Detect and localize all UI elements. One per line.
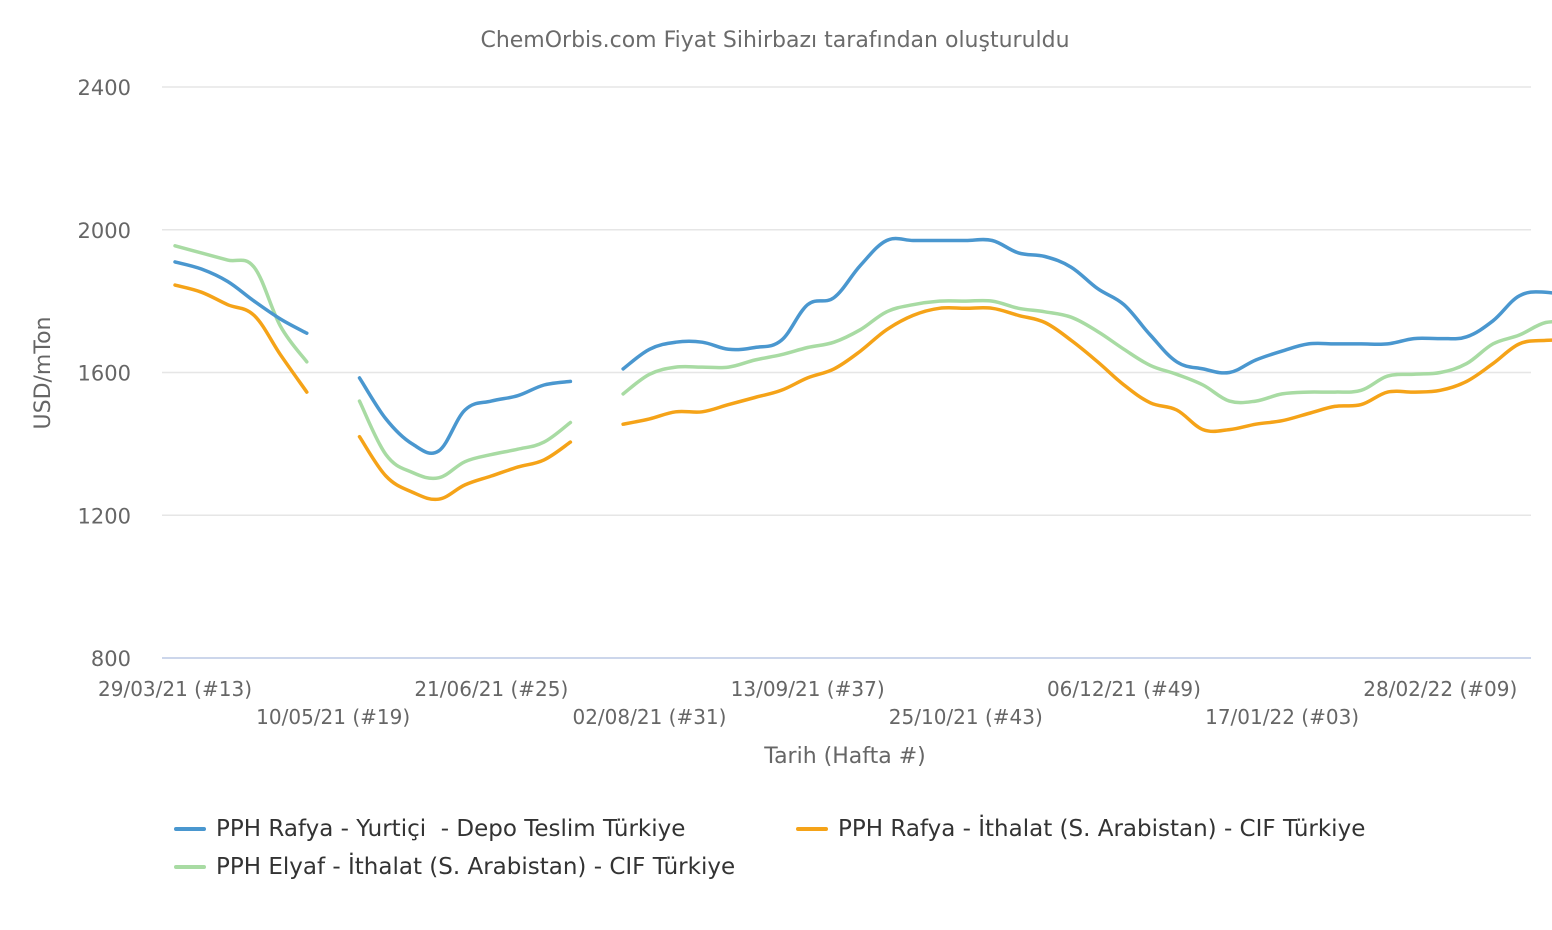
x-tick-label: 21/06/21 (#25) — [414, 677, 568, 701]
series-line-segment — [173, 260, 309, 335]
chart-title: ChemOrbis.com Fiyat Sihirbazı tarafından… — [480, 28, 1069, 53]
y-tick-label: 800 — [91, 647, 131, 671]
x-tick-label: 17/01/22 (#03) — [1205, 705, 1359, 729]
series-line-segment — [357, 434, 573, 502]
gridlines — [162, 86, 1531, 659]
x-tick-label: 28/02/22 (#09) — [1363, 677, 1517, 701]
x-axis-ticks: 29/03/21 (#13)10/05/21 (#19)21/06/21 (#2… — [98, 677, 1517, 729]
x-tick-label: 02/08/21 (#31) — [572, 705, 726, 729]
legend-label: PPH Rafya - Yurtiçi - Depo Teslim Türkiy… — [216, 816, 686, 842]
series-line-segment — [621, 298, 1552, 405]
y-tick-label: 2000 — [78, 219, 131, 243]
series-0-line — [173, 236, 1552, 456]
legend-label: PPH Rafya - İthalat (S. Arabistan) - CIF… — [838, 816, 1366, 842]
x-tick-label: 29/03/21 (#13) — [98, 677, 252, 701]
x-tick-label: 13/09/21 (#37) — [731, 677, 885, 701]
y-tick-label: 2400 — [78, 76, 131, 100]
x-axis-label: Tarih (Hafta #) — [763, 744, 925, 769]
series-2-line — [173, 244, 1552, 481]
legend-swatch — [174, 827, 206, 831]
legend-swatch — [796, 827, 828, 831]
series-line-segment — [357, 399, 573, 481]
series-line-segment — [621, 236, 1552, 375]
series-line-segment — [173, 244, 309, 364]
y-tick-label: 1600 — [78, 362, 131, 386]
series-line-segment — [357, 376, 573, 456]
y-axis-label: USD/mTon — [31, 317, 56, 430]
x-tick-label: 06/12/21 (#49) — [1047, 677, 1201, 701]
series-lines — [173, 236, 1552, 502]
x-tick-label: 10/05/21 (#19) — [256, 705, 410, 729]
series-line-segment — [621, 305, 1552, 434]
legend-swatch — [174, 865, 206, 869]
legend-item[interactable]: PPH Elyaf - İthalat (S. Arabistan) - CIF… — [174, 854, 735, 880]
legend-label: PPH Elyaf - İthalat (S. Arabistan) - CIF… — [216, 854, 736, 880]
series-1-line — [173, 283, 1552, 502]
legend-item[interactable]: PPH Rafya - İthalat (S. Arabistan) - CIF… — [796, 816, 1365, 842]
x-tick-label: 25/10/21 (#43) — [889, 705, 1043, 729]
series-line-segment — [173, 283, 309, 394]
legend-item[interactable]: PPH Rafya - Yurtiçi - Depo Teslim Türkiy… — [174, 816, 685, 842]
y-tick-label: 1200 — [78, 504, 131, 528]
y-axis-ticks: 800 1200 1600 2000 2400 — [78, 76, 131, 671]
